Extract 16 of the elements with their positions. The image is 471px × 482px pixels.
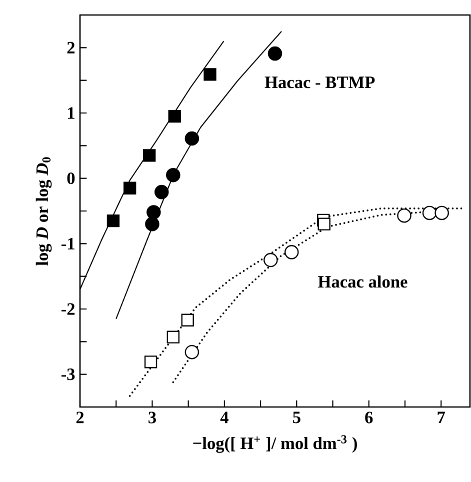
y-tick-label: -1 <box>61 238 74 250</box>
y-tick-label: -2 <box>61 303 75 315</box>
x-tick-label: 2 <box>76 412 84 424</box>
annotation: Hacac alone <box>318 275 408 288</box>
annotation: Hacac - BTMP <box>264 76 375 88</box>
x-tick-label: 7 <box>438 412 445 424</box>
y-tick-label: 2 <box>67 42 75 54</box>
x-tick-label: 5 <box>293 412 300 424</box>
y-tick-label: -3 <box>61 368 75 380</box>
y-tick-label: 0 <box>67 172 75 184</box>
x-tick-label: 6 <box>365 412 373 424</box>
y-tick-label: 1 <box>68 107 74 119</box>
x-tick-label: 3 <box>148 412 156 424</box>
x-tick-label: 4 <box>220 412 228 424</box>
x-axis-title: −log([ H$^{+}$ ]/ mol dm$^{-3}$ ) <box>193 435 357 453</box>
y-axis-title: log D or log D$_{0}$ <box>36 157 52 266</box>
